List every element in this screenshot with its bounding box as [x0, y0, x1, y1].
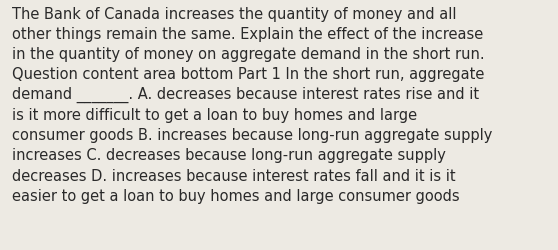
Text: The Bank of Canada increases the quantity of money and all
other things remain t: The Bank of Canada increases the quantit…	[12, 7, 492, 203]
